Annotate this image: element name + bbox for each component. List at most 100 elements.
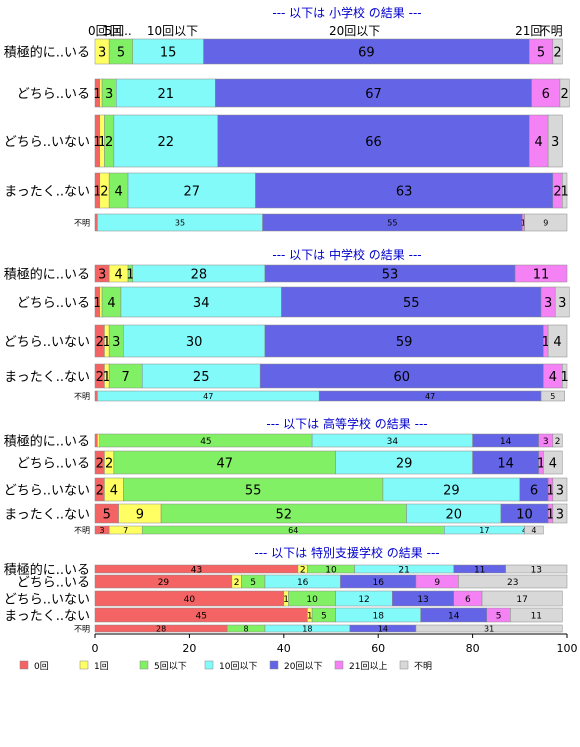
data-label: 23 [507, 578, 518, 588]
column-header: 不明 [539, 24, 563, 38]
column-header: 21回 [515, 24, 542, 38]
data-label: 4 [114, 267, 122, 282]
group-title: --- 以下は 特別支援学校 の結果 --- [254, 545, 439, 560]
data-label: 9 [434, 578, 440, 588]
bar-segment [99, 78, 103, 108]
row-label: 不明 [74, 625, 90, 634]
legend-swatch [139, 660, 149, 670]
data-label: 34 [193, 296, 210, 311]
data-label: 31 [484, 625, 494, 634]
row-label: まったく..ない [4, 185, 90, 200]
data-label: 3 [98, 267, 106, 282]
bar-segment [524, 213, 568, 232]
bar-segment [552, 477, 568, 502]
column-header: 0回 [88, 24, 108, 38]
data-label: 4 [531, 526, 536, 535]
column-header: 20回以下 [329, 24, 380, 38]
data-label: 13 [531, 565, 542, 575]
data-label: 55 [387, 219, 397, 228]
data-label: 28 [191, 267, 208, 282]
data-label: 5 [537, 45, 545, 60]
data-label: 18 [302, 625, 312, 634]
legend-swatch [269, 660, 279, 670]
data-label: 35 [175, 219, 185, 228]
data-label: 3 [112, 335, 120, 350]
data-label: 6 [542, 87, 550, 102]
data-label: 16 [372, 578, 384, 588]
data-label: 16 [297, 578, 309, 588]
legend-label: 5回以下 [154, 661, 187, 672]
data-label: 1 [542, 335, 550, 350]
data-label: 1 [560, 370, 568, 385]
data-label: 10 [325, 565, 337, 575]
data-label: 2 [105, 135, 113, 150]
row-label: まったく..ない [4, 609, 90, 624]
legend-swatch [399, 660, 409, 670]
data-label: 10 [516, 507, 533, 522]
bar-segment [540, 390, 565, 402]
legend-label: 20回以下 [284, 661, 322, 672]
data-label: 1 [521, 219, 526, 228]
data-label: 2 [300, 565, 306, 575]
group-title: --- 以下は 小学校 の結果 --- [272, 5, 421, 20]
row-label: まったく..ない [4, 508, 90, 523]
bar-segment [281, 286, 542, 318]
bar-segment [481, 590, 563, 607]
legend-label: 0回 [34, 661, 49, 672]
data-label: 47 [203, 392, 213, 401]
row-label: 積極的に..いる [4, 45, 90, 61]
bar-segment [547, 114, 563, 168]
bar-segment [141, 363, 261, 389]
data-label: 14 [500, 437, 512, 447]
bar-segment [99, 286, 103, 318]
data-label: 66 [365, 135, 382, 150]
data-label: 1 [126, 267, 134, 282]
data-label: 1 [307, 611, 313, 621]
row-label: どちら..いない [4, 335, 90, 350]
bar-segment [108, 363, 143, 389]
data-label: 29 [158, 578, 170, 588]
data-label: 1 [98, 135, 106, 150]
bar-segment [215, 78, 532, 108]
data-label: 1 [283, 595, 289, 605]
bar-segment [97, 433, 100, 448]
data-label: 1 [546, 507, 554, 522]
bar-segment [510, 607, 563, 623]
data-label: 2 [96, 456, 104, 471]
data-label: 1 [560, 184, 568, 199]
bar-segment [505, 564, 568, 574]
data-label: 4 [107, 296, 115, 311]
data-label: 14 [378, 625, 388, 634]
data-label: 63 [396, 184, 413, 199]
data-label: 2 [105, 456, 113, 471]
data-label: 18 [372, 611, 384, 621]
bar-segment [255, 172, 554, 209]
data-label: 28 [156, 625, 166, 634]
bar-segment [543, 450, 563, 475]
bar-segment [524, 525, 544, 535]
data-label: 40 [184, 595, 196, 605]
data-label: 25 [193, 370, 210, 385]
data-label: 3 [558, 296, 566, 311]
data-label: 45 [200, 437, 211, 447]
data-label: 29 [396, 456, 413, 471]
x-tick-label: 80 [466, 642, 480, 655]
data-label: 5 [117, 45, 125, 60]
row-label: どちら..いる [17, 457, 90, 472]
data-label: 8 [243, 625, 248, 634]
data-label: 4 [553, 335, 561, 350]
row-label: 不明 [74, 526, 90, 535]
bar-segment [264, 324, 544, 358]
data-label: 4 [110, 483, 118, 498]
data-label: 17 [516, 595, 527, 605]
data-label: 14 [497, 456, 514, 471]
data-label: 60 [394, 370, 411, 385]
row-label: どちら..いない [4, 593, 90, 608]
column-header: 10回以下 [147, 24, 198, 38]
data-label: 4 [549, 370, 557, 385]
legend-swatch [19, 660, 29, 670]
legend-label: 1回 [94, 661, 109, 672]
data-label: 3 [551, 135, 559, 150]
legend-label: 不明 [414, 661, 432, 672]
